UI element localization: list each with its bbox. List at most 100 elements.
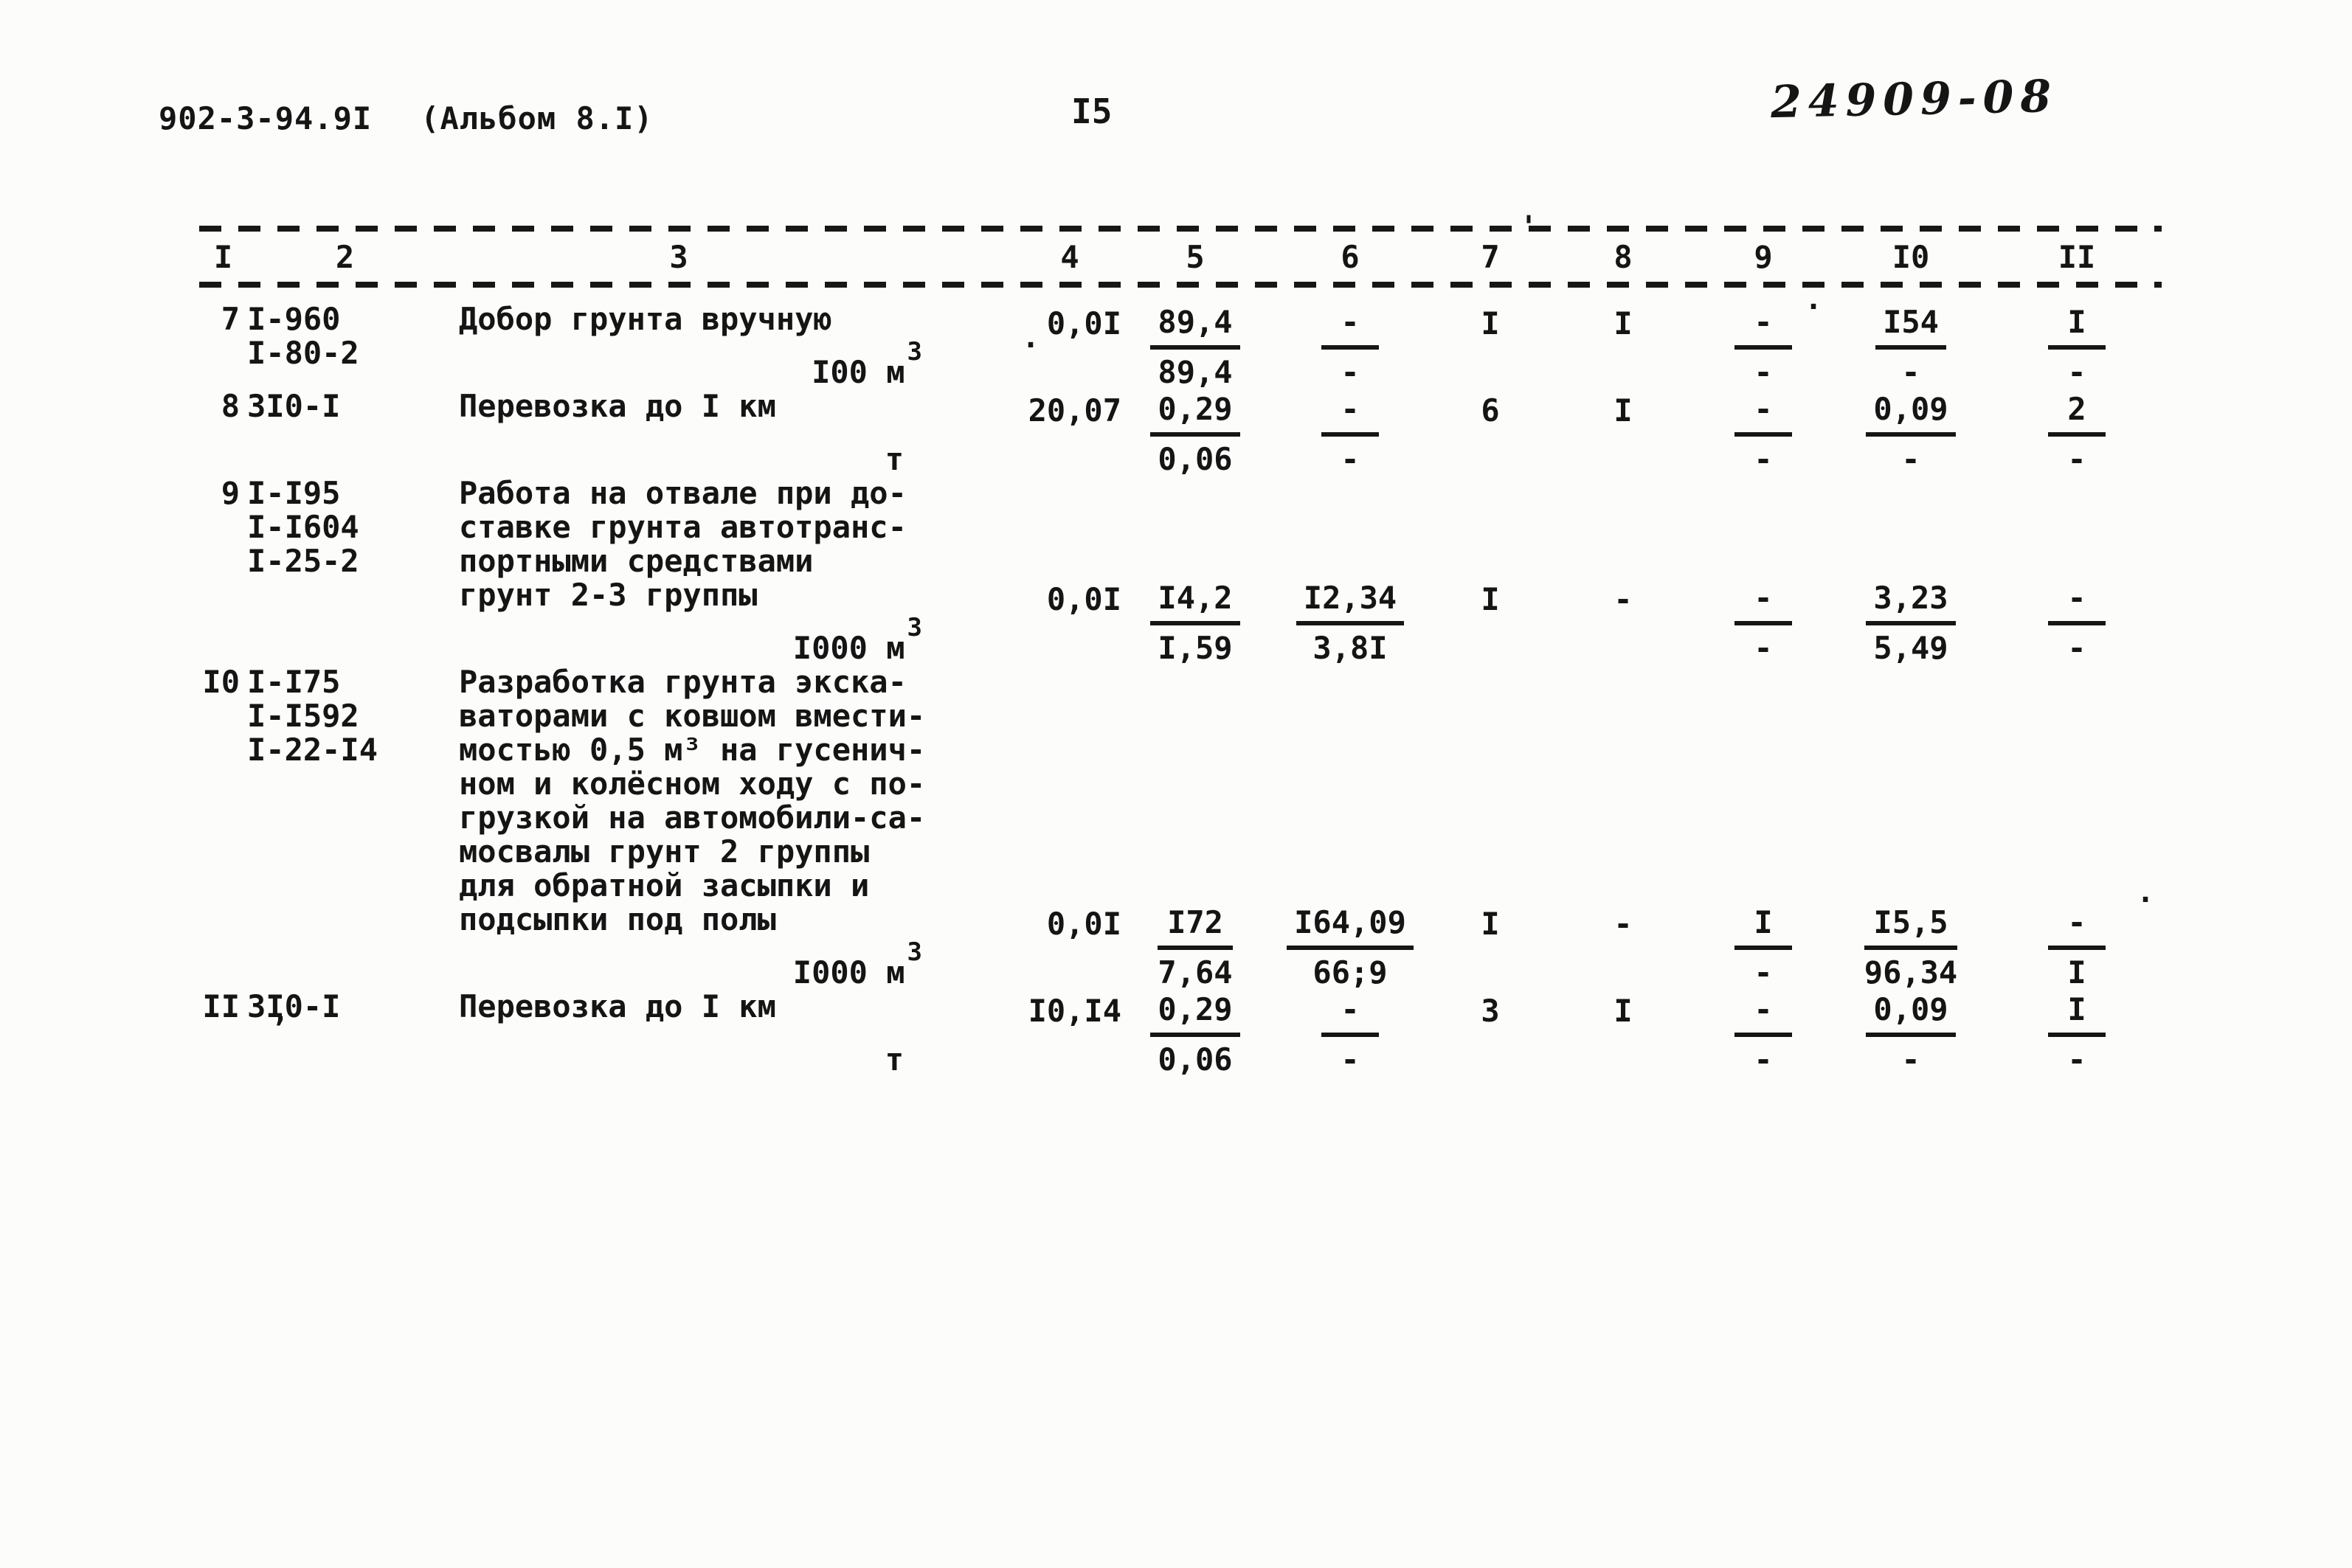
fraction-bottom: - — [2067, 354, 2086, 390]
quantity-value: 0,0I — [1046, 906, 1121, 942]
fraction-bottom: - — [2067, 630, 2086, 666]
scan-artifact: . — [1022, 321, 1040, 355]
fraction-bottom: 5,49 — [1873, 630, 1948, 666]
fraction-top: 89,4 — [1150, 305, 1240, 350]
code-line: I-25-2 — [247, 543, 359, 579]
unit-text: I000 м — [792, 630, 905, 666]
row-9-col-8: - — [1549, 476, 1697, 665]
description-line: грунт 2-3 группы — [459, 577, 758, 613]
row-11-col-8: I — [1549, 990, 1697, 1077]
column-header-2: 2 — [335, 239, 355, 275]
fraction-bottom: - — [2067, 441, 2086, 477]
count-value: 6 — [1481, 392, 1500, 429]
fraction-top: I2,34 — [1296, 581, 1405, 625]
fraction-bottom: 3,8I — [1312, 630, 1388, 666]
quantity-value: I0,I4 — [1028, 993, 1121, 1029]
table-row-9: 9 I-I95 I-I604 I-25-2 Работа на отвале п… — [199, 476, 2162, 665]
fraction-bottom: 66;9 — [1312, 954, 1388, 991]
count-value: - — [1613, 906, 1633, 942]
row-10-col-7: I — [1431, 665, 1549, 990]
description-line: мосвалы грунт 2 группы — [459, 833, 870, 870]
row-9-col-11: -- — [1992, 476, 2162, 665]
document-header-line: 902-3-94.9I (Альбом 8.I) — [159, 102, 654, 136]
fraction-bottom: 0,06 — [1158, 441, 1233, 477]
row-11-col-6: -- — [1269, 990, 1431, 1077]
fraction-top: - — [1734, 581, 1792, 625]
row-11-col-11: I- — [1992, 990, 2162, 1077]
fraction-bottom: - — [1754, 630, 1773, 666]
code-line: I-I75 — [247, 664, 341, 700]
description-line: Разработка грунта экска- — [459, 664, 907, 700]
table-row-11: II 3I0-I Перевозка до I км т I0,I4 0,29 0… — [199, 990, 2162, 1077]
row-8-col-10: 0,09 - — [1830, 389, 1992, 476]
row-9-col-6: I2,34 3,8I — [1269, 476, 1431, 665]
row-9-col-7: I — [1431, 476, 1549, 665]
row-7-col-10: I54 - — [1830, 302, 1992, 389]
description-line: мостью 0,5 м³ на гусенич- — [459, 732, 926, 768]
fraction-value: -- — [2048, 581, 2106, 665]
table-row-7: 7 I-960 I-80-2 Добор грунта вручную I00 … — [199, 302, 2162, 389]
row-9-description: Работа на отвале при до- ставке грунта а… — [443, 476, 1018, 665]
row-7-col-5: 89,4 89,4 — [1121, 302, 1269, 389]
unit-superscript: 3 — [907, 337, 922, 367]
unit-superscript: 3 — [907, 613, 922, 642]
fraction-top: 0,29 — [1150, 993, 1240, 1037]
row-7-codes: I-960 I-80-2 — [247, 302, 443, 389]
fraction-top: I64,09 — [1287, 906, 1414, 950]
fraction-bottom: - — [1341, 1041, 1360, 1078]
estimate-table: 7 I-960 I-80-2 Добор грунта вручную I00 … — [199, 302, 2162, 1077]
fraction-top: - — [1734, 993, 1792, 1037]
fraction-top: I72 — [1158, 906, 1233, 950]
row-10-description: Разработка грунта экска- ваторами с ковш… — [443, 665, 1018, 990]
row-8-col-11: 2- — [1992, 389, 2162, 476]
row-11-codes: 3I0-I — [247, 990, 443, 1077]
column-header-5: 5 — [1186, 239, 1205, 275]
fraction-top: 2 — [2048, 392, 2106, 437]
fraction-value: I5,5 96,34 — [1864, 906, 1958, 991]
column-header-9: 9 — [1754, 239, 1773, 275]
fraction-value: -- — [1734, 581, 1792, 665]
row-7-number: 7 — [199, 302, 247, 389]
fraction-bottom: - — [1901, 1041, 1920, 1078]
fraction-top: I — [2048, 305, 2106, 350]
row-10-col-6: I64,09 66;9 — [1269, 665, 1431, 990]
fraction-value: -- — [1734, 993, 1792, 1077]
row-9-col-4: 0,0I — [1018, 476, 1121, 665]
fraction-value: 89,4 89,4 — [1150, 305, 1240, 390]
fraction-value: I64,09 66;9 — [1287, 906, 1414, 990]
fraction-value: 2- — [2048, 392, 2106, 476]
unit-superscript: 3 — [907, 937, 922, 967]
unit-text: I00 м — [812, 354, 905, 390]
fraction-top: I — [2048, 993, 2106, 1037]
fraction-top: I5,5 — [1864, 906, 1958, 950]
fraction-value: -- — [1734, 305, 1792, 389]
row-11-number: II — [199, 990, 247, 1077]
row-7-col-8: I — [1549, 302, 1697, 389]
row-11-description: Перевозка до I км т — [443, 990, 1018, 1077]
fraction-bottom: 96,34 — [1864, 954, 1958, 991]
fraction-value: I72 7,64 — [1158, 906, 1233, 990]
count-value: I — [1613, 392, 1633, 429]
column-header-11: II — [2058, 239, 2096, 275]
row-8-codes: 3I0-I — [247, 389, 443, 476]
fraction-bottom: 0,06 — [1158, 1041, 1233, 1078]
description-line: Перевозка до I км — [459, 388, 776, 424]
column-header-8: 8 — [1613, 239, 1633, 275]
fraction-value: 0,09 - — [1866, 392, 1956, 477]
unit-of-measure: т — [443, 434, 1018, 476]
row-number-text: 9 — [221, 475, 240, 511]
fraction-bottom: - — [1901, 354, 1920, 390]
description-line: подсыпки под полы — [459, 901, 776, 937]
count-value: 3 — [1481, 993, 1500, 1029]
quantity-value: 0,0I — [1046, 305, 1121, 341]
fraction-value: I- — [1734, 906, 1792, 990]
row-number-text: 7 — [221, 301, 240, 337]
fraction-bottom: - — [1901, 441, 1920, 477]
album-label: (Альбом 8.I) — [421, 100, 654, 136]
row-9-codes: I-I95 I-I604 I-25-2 — [247, 476, 443, 665]
row-10-col-10: I5,5 96,34 — [1830, 665, 1992, 990]
fraction-value: 3,23 5,49 — [1866, 581, 1956, 666]
table-header-bottom-dashed-rule — [199, 282, 2162, 288]
column-header-7: 7 — [1481, 239, 1500, 275]
fraction-bottom: 89,4 — [1158, 354, 1233, 390]
